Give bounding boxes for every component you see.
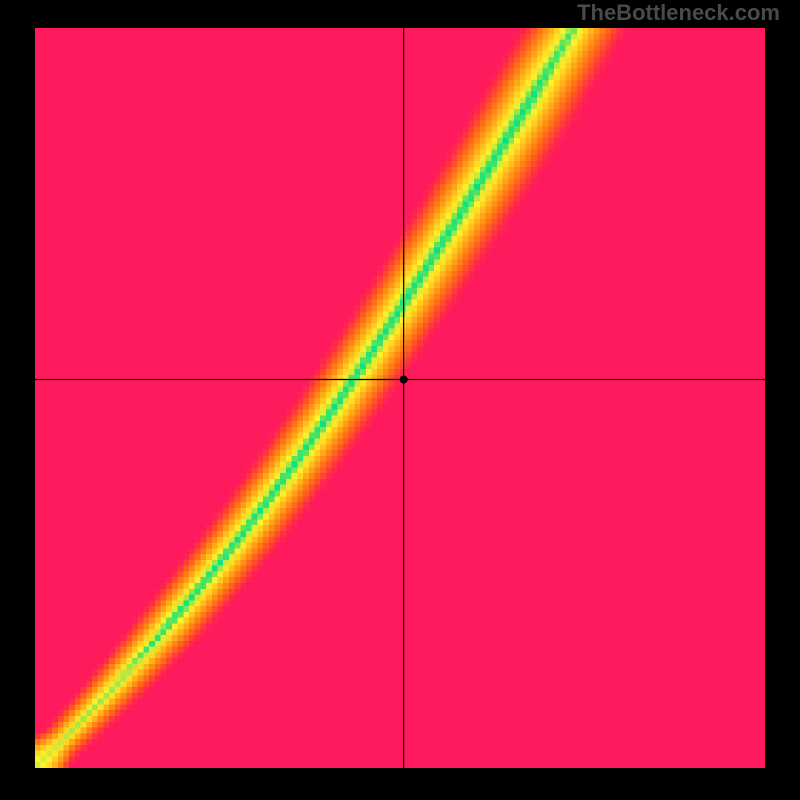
watermark-text: TheBottleneck.com [577,0,780,26]
chart-container: TheBottleneck.com [0,0,800,800]
bottleneck-heatmap [35,28,765,768]
